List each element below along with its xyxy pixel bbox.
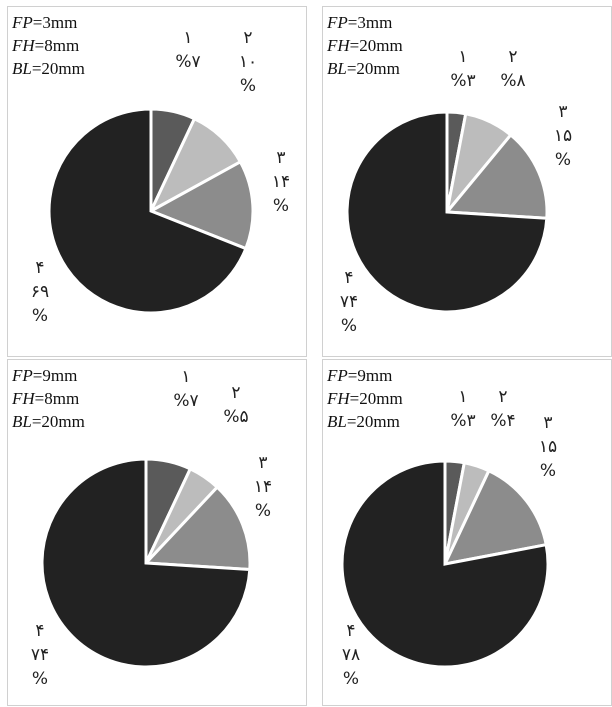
slice-category-label: ۴: [35, 258, 44, 278]
fh-label: FH: [327, 36, 350, 55]
slice-category-label: ۳: [543, 413, 552, 433]
slice-category-label: ۲: [508, 47, 517, 67]
slice-category-label: ۳: [558, 102, 567, 122]
slice-category-label: ۲: [243, 28, 252, 48]
bl-value: =20mm: [346, 59, 400, 78]
bl-label: BL: [12, 412, 32, 431]
slice-value-label: ۱۴: [254, 477, 272, 497]
slice-value-label: ۷۴: [31, 645, 49, 665]
fp-value: =3mm: [32, 13, 78, 32]
pie-chart: ۱ %۷ ۲ %۵ ۳ ۱۴% ۴ ۷۴%: [31, 367, 272, 689]
slice-percent-label: %: [343, 669, 359, 689]
slice-category-label: ۴: [346, 621, 355, 641]
fh-label: FH: [12, 36, 35, 55]
parameter-block: FP=3mm FH=20mm BL=20mm: [327, 11, 403, 80]
bl-label: BL: [327, 412, 347, 431]
slice-value-label: ۷۴: [340, 292, 358, 312]
slice-value-label: ۱۴: [272, 172, 290, 192]
pie-chart: ۱ %۳ ۲ %۸ ۳ ۱۵% ۴ ۷۴%: [340, 47, 572, 336]
slice-category-label: ۱: [181, 367, 190, 387]
slice-percent-label: %: [32, 306, 48, 326]
bl-label: BL: [12, 59, 32, 78]
slice-value-label: ۱۰: [239, 52, 257, 72]
fp-value: =9mm: [32, 366, 78, 385]
parameter-block: FP=9mm FH=8mm BL=20mm: [12, 364, 85, 433]
pie-chart: ۱%۳۲%۴ ۳۱۵%۴۷۸%: [340, 387, 557, 689]
fh-value: =20mm: [349, 36, 403, 55]
slice-value-label: %۳: [450, 71, 475, 91]
slice-value-label: ۱۵: [539, 437, 557, 457]
pie-slice-3: [147, 159, 255, 251]
fp-label: FP: [327, 13, 348, 32]
bl-value: =20mm: [31, 412, 85, 431]
bl-value: =20mm: [346, 412, 400, 431]
pie-slice-3: [443, 132, 549, 220]
fh-label: FH: [12, 389, 35, 408]
chart-panel-3: FP=9mm FH=8mm BL=20mm ۱ %۷ ۲ %۵ ۳ ۱۴% ۴ ۷۴%: [7, 359, 307, 706]
chart-panel-1: FP=3mm FH=8mm BL=20mm ۱ %۷ ۲ ۱۰% ۳ ۱۴% ۴ ۶۹%: [7, 6, 307, 357]
slice-category-label: ۱: [183, 28, 192, 48]
slice-category-label: ۳: [276, 148, 285, 168]
pie-slice-3: [442, 468, 548, 567]
fp-label: FP: [327, 366, 348, 385]
slice-category-label: ۱: [458, 387, 467, 407]
slice-value-label: %۷: [173, 391, 198, 411]
slice-percent-label: %: [555, 150, 571, 170]
fp-value: =9mm: [347, 366, 393, 385]
parameter-block: FP=9mm FH=20mm BL=20mm: [327, 364, 403, 433]
slice-value-label: %۸: [500, 71, 525, 91]
bl-label: BL: [327, 59, 347, 78]
slice-category-label: ۱: [458, 47, 467, 67]
parameter-block: FP=3mm FH=8mm BL=20mm: [12, 11, 85, 80]
fh-value: =8mm: [34, 389, 80, 408]
fh-label: FH: [327, 389, 350, 408]
fp-label: FP: [12, 366, 33, 385]
slice-category-label: ۲: [498, 387, 507, 407]
pie-slice-4: [345, 110, 549, 314]
slice-value-label: ۶۹: [31, 282, 49, 302]
fh-value: =8mm: [34, 36, 80, 55]
chart-panel-2: FP=3mm FH=20mm BL=20mm ۱ %۳ ۲ %۸ ۳ ۱۵% ۴ ۷۴%: [322, 6, 612, 357]
slice-percent-label: %: [240, 76, 256, 96]
slice-percent-label: %: [255, 501, 271, 521]
slice-value-label: %۳: [450, 411, 475, 431]
slice-percent-label: %: [32, 669, 48, 689]
fh-value: =20mm: [349, 389, 403, 408]
pie-slice-4: [47, 107, 248, 315]
pie-slice-4: [40, 457, 252, 669]
bl-value: =20mm: [31, 59, 85, 78]
slice-value-label: ۱۵: [554, 126, 572, 146]
pie-chart: ۱ %۷ ۲ ۱۰% ۳ ۱۴% ۴ ۶۹%: [31, 28, 290, 326]
slice-category-label: ۴: [344, 268, 353, 288]
slice-value-label: %۵: [223, 407, 248, 427]
chart-panel-4: FP=9mm FH=20mm BL=20mm ۱ %۳ ۲ %۴ ۳ ۱۵% ۴ ۷۸%: [322, 359, 612, 706]
fp-label: FP: [12, 13, 33, 32]
slice-category-label: ۴: [35, 621, 44, 641]
slice-percent-label: %: [341, 316, 357, 336]
slice-category-label: ۲: [231, 383, 240, 403]
slice-percent-label: %: [540, 461, 556, 481]
slice-value-label: ۷۸: [342, 645, 360, 665]
slice-value-label: %۴: [490, 411, 515, 431]
slice-value-label: %۷: [175, 52, 200, 72]
fp-value: =3mm: [347, 13, 393, 32]
pie-slice-4: [340, 459, 550, 669]
slice-category-label: ۳: [258, 453, 267, 473]
pie-slice-3: [142, 485, 252, 572]
slice-percent-label: %: [273, 196, 289, 216]
